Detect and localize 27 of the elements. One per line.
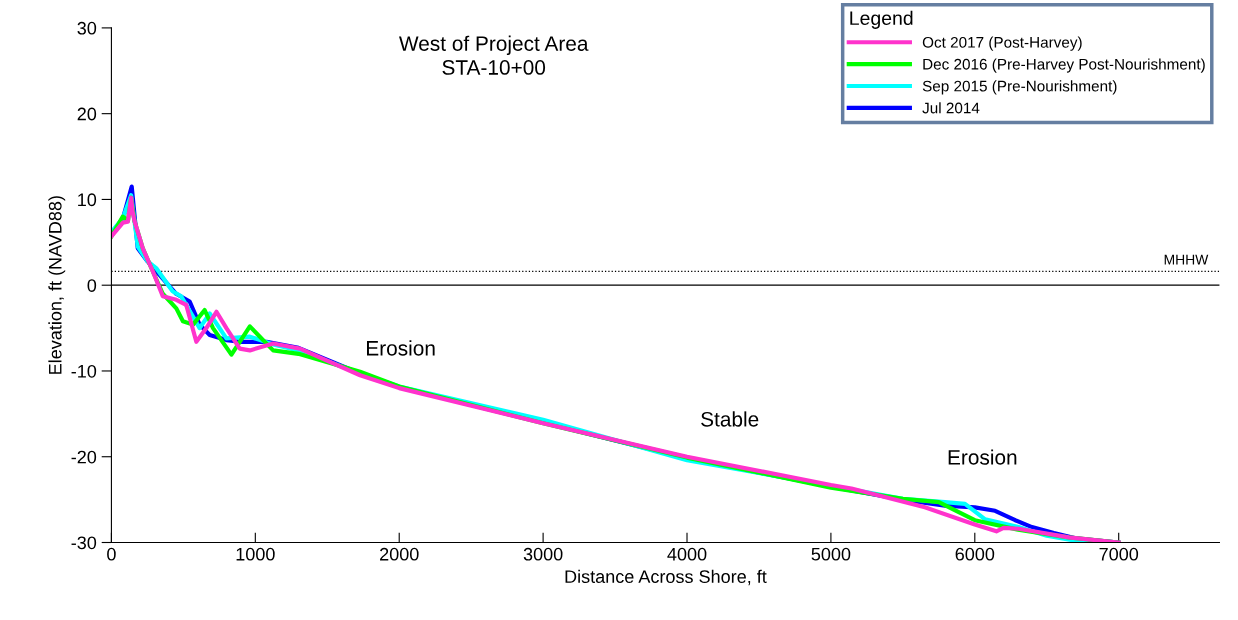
annotation: Erosion [367, 340, 435, 356]
y-tick-label: 30 [77, 21, 97, 35]
legend-label: Jul 2014 [922, 102, 980, 114]
y-tick-label: 0 [87, 279, 97, 292]
legend-label: Oct 2017 (Post-Harvey) [922, 36, 1082, 51]
text: West of Project Area STA-10+00 [399, 35, 589, 75]
x-tick-label: 2000 [380, 547, 419, 561]
x-tick-label: 1000 [236, 547, 275, 561]
annotation: Stable [701, 411, 759, 427]
legend-title: Legend [850, 10, 913, 29]
y-axis-title: Elevation, ft (NAVD88) [48, 196, 66, 374]
x-tick-label: 4000 [667, 547, 707, 561]
ref-line-label: MHHW [1164, 254, 1209, 265]
legend-label: Sep 2015 (Pre-Nourishment) [922, 80, 1117, 95]
x-tick-label: 7000 [1099, 547, 1139, 561]
x-axis-title: Distance Across Shore, ft [565, 569, 767, 586]
x-tick-label: 6000 [955, 547, 995, 561]
y-tick-label: -10 [71, 364, 97, 378]
y-tick-label: -30 [71, 536, 97, 550]
annotation: Erosion [948, 449, 1017, 465]
x-tick-label: 3000 [523, 547, 563, 561]
y-tick-label: 10 [78, 193, 97, 207]
y-tick-label: 20 [77, 107, 97, 121]
y-tick-label: -20 [71, 450, 97, 464]
x-tick-label: 0 [107, 547, 116, 561]
legend-label: Dec 2016 (Pre-Harvey Post-Nourishment) [923, 58, 1205, 73]
x-tick-label: 5000 [811, 547, 851, 561]
